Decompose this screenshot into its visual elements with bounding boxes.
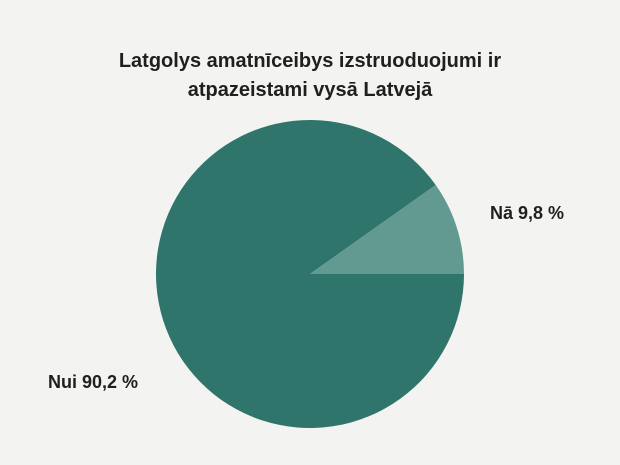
chart-title-line-1: Latgolys amatnīceibys izstruoduojumi ir bbox=[118, 50, 502, 72]
pie-slice-nui bbox=[155, 119, 464, 428]
chart-title-line-2: atpazeistami vysā Latvejā bbox=[187, 79, 433, 101]
chart-title: Latgolys amatnīceibys izstruoduojumi ir … bbox=[0, 47, 620, 105]
slice-label-na: Nā 9,8 % bbox=[490, 203, 564, 223]
pie-slice-na bbox=[310, 185, 464, 274]
slice-label-nui: Nui 90,2 % bbox=[48, 372, 138, 392]
